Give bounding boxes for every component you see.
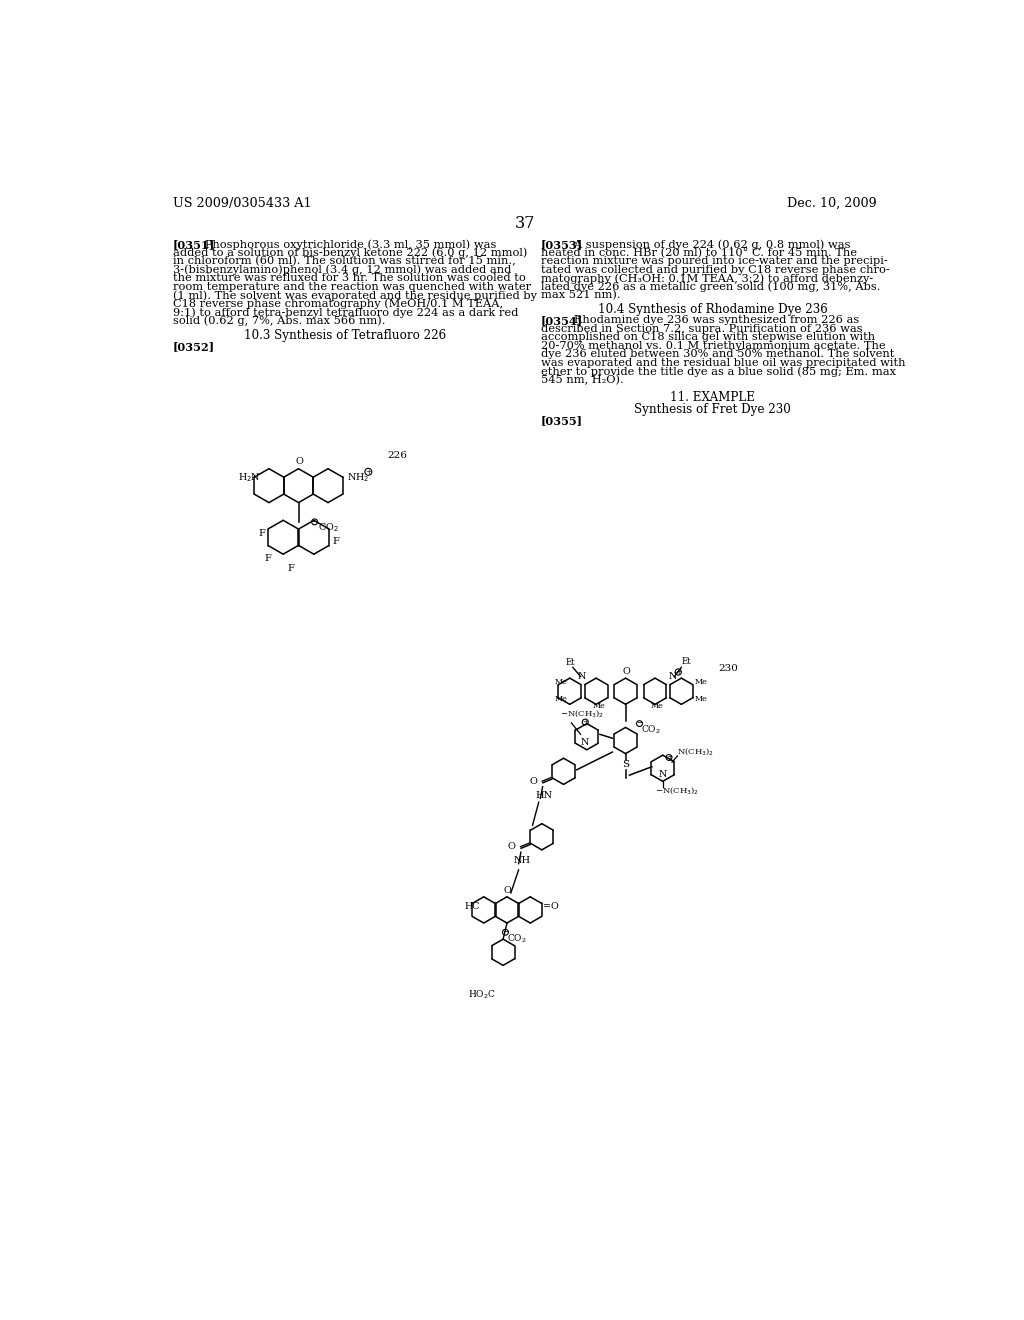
Text: NH$_2$: NH$_2$: [347, 471, 369, 484]
Text: accomplished on C18 silica gel with stepwise elution with: accomplished on C18 silica gel with step…: [541, 333, 876, 342]
Text: Me: Me: [694, 678, 708, 686]
Text: US 2009/0305433 A1: US 2009/0305433 A1: [173, 197, 311, 210]
Text: dye 236 eluted between 30% and 50% methanol. The solvent: dye 236 eluted between 30% and 50% metha…: [541, 350, 894, 359]
Text: ether to provide the title dye as a blue solid (85 mg; Em. max: ether to provide the title dye as a blue…: [541, 367, 896, 378]
Text: Et: Et: [681, 657, 691, 665]
Text: N(CH$_3$)$_2$: N(CH$_3$)$_2$: [678, 746, 715, 756]
Text: N: N: [578, 672, 586, 681]
Text: O: O: [295, 457, 303, 466]
Text: 230: 230: [719, 664, 738, 673]
Text: 10.3 Synthesis of Tetrafluoro 226: 10.3 Synthesis of Tetrafluoro 226: [244, 329, 445, 342]
Text: H$_2$N: H$_2$N: [238, 471, 261, 484]
Text: was evaporated and the residual blue oil was precipitated with: was evaporated and the residual blue oil…: [541, 358, 905, 368]
Text: matography (CH₃OH: 0.1M TEAA, 3:2) to afford debenzy-: matography (CH₃OH: 0.1M TEAA, 3:2) to af…: [541, 273, 873, 284]
Text: reaction mixture was poured into ice-water and the precipi-: reaction mixture was poured into ice-wat…: [541, 256, 888, 267]
Text: =O: =O: [544, 902, 559, 911]
Text: N: N: [669, 672, 677, 681]
Text: Me: Me: [651, 702, 664, 710]
Text: −: −: [636, 719, 643, 727]
Text: CO$_2$: CO$_2$: [507, 932, 526, 945]
Text: [0352]: [0352]: [173, 341, 215, 352]
Text: HO$_2$C: HO$_2$C: [468, 989, 497, 1001]
Text: room temperature and the reaction was quenched with water: room temperature and the reaction was qu…: [173, 281, 531, 292]
Text: +: +: [366, 467, 372, 475]
Text: O: O: [508, 842, 516, 851]
Text: Me: Me: [555, 678, 568, 686]
Text: −: −: [502, 928, 509, 936]
Text: N: N: [581, 738, 589, 747]
Text: F: F: [287, 564, 294, 573]
Text: O: O: [504, 886, 512, 895]
Text: CO$_2$: CO$_2$: [641, 723, 660, 737]
Text: added to a solution of bis-benzyl ketone 222 (6.0 g, 12 mmol): added to a solution of bis-benzyl ketone…: [173, 248, 527, 259]
Text: NH: NH: [514, 857, 531, 865]
Text: +: +: [582, 718, 589, 726]
Text: 10.4 Synthesis of Rhodamine Dye 236: 10.4 Synthesis of Rhodamine Dye 236: [598, 304, 827, 317]
Text: solid (0.62 g, 7%, Abs. max 566 nm).: solid (0.62 g, 7%, Abs. max 566 nm).: [173, 315, 385, 326]
Text: F: F: [264, 553, 271, 562]
Text: HC: HC: [464, 902, 480, 911]
Text: 11. EXAMPLE: 11. EXAMPLE: [671, 391, 756, 404]
Text: N: N: [658, 770, 667, 779]
Text: A suspension of dye 224 (0.62 g, 0.8 mmol) was: A suspension of dye 224 (0.62 g, 0.8 mmo…: [562, 239, 850, 249]
Text: 226: 226: [388, 451, 408, 459]
Text: Me: Me: [555, 694, 568, 704]
Text: [0353]: [0353]: [541, 239, 584, 251]
Text: 3-(bisbenzylamino)phenol (3.4 g, 12 mmol) was added and: 3-(bisbenzylamino)phenol (3.4 g, 12 mmol…: [173, 264, 511, 276]
Text: −: −: [311, 517, 317, 525]
Text: [0354]: [0354]: [541, 315, 584, 326]
Text: in chloroform (60 ml). The solution was stirred for 15 min.,: in chloroform (60 ml). The solution was …: [173, 256, 516, 267]
Text: heated in conc. HBr (20 ml) to 110° C. for 45 min. The: heated in conc. HBr (20 ml) to 110° C. f…: [541, 248, 857, 259]
Text: Dec. 10, 2009: Dec. 10, 2009: [786, 197, 877, 210]
Text: Phosphorous oxytrichloride (3.3 ml, 35 mmol) was: Phosphorous oxytrichloride (3.3 ml, 35 m…: [195, 239, 497, 249]
Text: Et: Et: [565, 659, 574, 667]
Text: 545 nm, H₂O).: 545 nm, H₂O).: [541, 375, 624, 385]
Text: $-$N(CH$_3$)$_2$: $-$N(CH$_3$)$_2$: [655, 785, 699, 796]
Text: described in Section 7.2, supra. Purification of 236 was: described in Section 7.2, supra. Purific…: [541, 323, 862, 334]
Text: the mixture was refluxed for 3 hr. The solution was cooled to: the mixture was refluxed for 3 hr. The s…: [173, 273, 525, 282]
Text: F: F: [258, 529, 265, 537]
Text: Me: Me: [694, 694, 708, 704]
Text: C18 reverse phase chromatography (MeOH/0.1 M TEAA,: C18 reverse phase chromatography (MeOH/0…: [173, 298, 503, 309]
Text: Synthesis of Fret Dye 230: Synthesis of Fret Dye 230: [634, 404, 792, 416]
Text: tated was collected and purified by C18 reverse phase chro-: tated was collected and purified by C18 …: [541, 264, 890, 275]
Text: [0355]: [0355]: [541, 416, 583, 426]
Text: (1 ml). The solvent was evaporated and the residue purified by: (1 ml). The solvent was evaporated and t…: [173, 290, 537, 301]
Text: 20-70% methanol vs. 0.1 M triethylammonium acetate. The: 20-70% methanol vs. 0.1 M triethylammoni…: [541, 341, 886, 351]
Text: [0351]: [0351]: [173, 239, 215, 251]
Text: Rhodamine dye 236 was synthesized from 226 as: Rhodamine dye 236 was synthesized from 2…: [562, 315, 859, 326]
Text: Me: Me: [592, 702, 605, 710]
Text: HN: HN: [536, 791, 553, 800]
Text: +: +: [675, 668, 681, 676]
Text: O: O: [529, 777, 538, 785]
Text: $-$N(CH$_3$)$_2$: $-$N(CH$_3$)$_2$: [560, 708, 603, 719]
Text: 9:1) to afford tetra-benzyl tetrafluoro dye 224 as a dark red: 9:1) to afford tetra-benzyl tetrafluoro …: [173, 308, 518, 318]
Text: +: +: [666, 754, 672, 762]
Text: O: O: [623, 668, 630, 676]
Text: CO$_2$: CO$_2$: [317, 521, 338, 535]
Text: max 521 nm).: max 521 nm).: [541, 290, 621, 301]
Text: S: S: [623, 760, 630, 768]
Text: F: F: [333, 537, 339, 545]
Text: 37: 37: [514, 215, 536, 232]
Text: lated dye 226 as a metallic green solid (100 mg, 31%, Abs.: lated dye 226 as a metallic green solid …: [541, 281, 881, 292]
